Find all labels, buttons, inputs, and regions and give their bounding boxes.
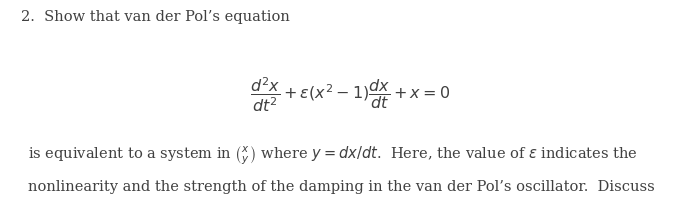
Text: 2.  Show that van der Pol’s equation: 2. Show that van der Pol’s equation — [21, 10, 290, 24]
Text: nonlinearity and the strength of the damping in the van der Pol’s oscillator.  D: nonlinearity and the strength of the dam… — [28, 180, 654, 194]
Text: $\dfrac{d^2x}{dt^2} + \varepsilon\left(x^2 - 1\right)\dfrac{dx}{dt} + x = 0$: $\dfrac{d^2x}{dt^2} + \varepsilon\left(x… — [250, 76, 450, 114]
Text: is equivalent to a system in $\binom{x}{y}$ where $y = dx/dt$.  Here, the value : is equivalent to a system in $\binom{x}{… — [28, 145, 638, 167]
